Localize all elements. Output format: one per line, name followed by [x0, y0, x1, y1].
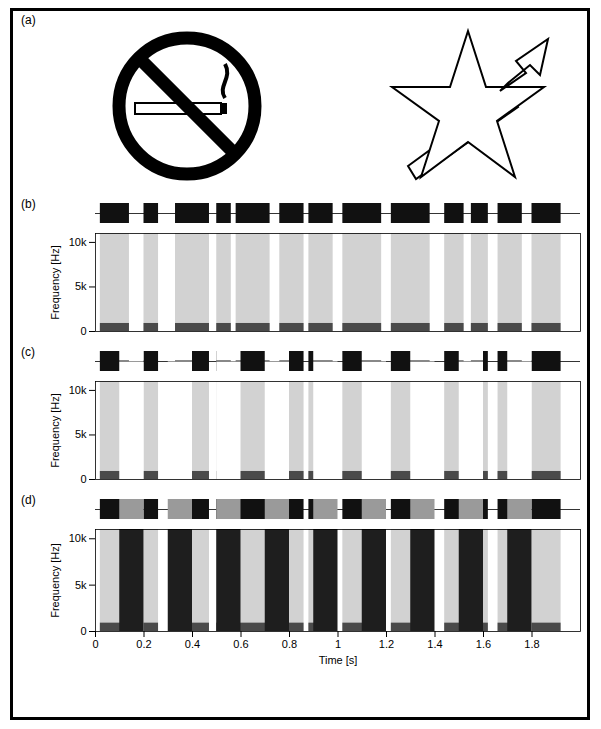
- svg-text:0: 0: [80, 473, 86, 485]
- html-text:(b): (b): [21, 197, 36, 211]
- svg-text:0.6: 0.6: [233, 638, 248, 650]
- svg-text:Frequency [Hz]: Frequency [Hz]: [49, 543, 61, 618]
- svg-text:5k: 5k: [75, 428, 87, 440]
- svg-text:Frequency [Hz]: Frequency [Hz]: [49, 245, 61, 320]
- html-text:(c): (c): [21, 345, 35, 359]
- svg-text:5k: 5k: [75, 280, 87, 292]
- svg-text:10k: 10k: [69, 384, 87, 396]
- svg-text:10k: 10k: [69, 532, 87, 544]
- svg-text:0: 0: [80, 625, 86, 637]
- svg-text:1: 1: [335, 638, 341, 650]
- svg-text:0: 0: [92, 638, 98, 650]
- html-text:(d): (d): [21, 493, 36, 507]
- svg-text:0.2: 0.2: [136, 638, 151, 650]
- svg-text:10k: 10k: [69, 236, 87, 248]
- svg-text:5k: 5k: [75, 579, 87, 591]
- svg-text:1.2: 1.2: [379, 638, 394, 650]
- svg-text:1.8: 1.8: [524, 638, 539, 650]
- svg-text:0.4: 0.4: [185, 638, 200, 650]
- svg-text:Time [s]: Time [s]: [319, 654, 358, 666]
- html-text:(a): (a): [21, 13, 36, 27]
- svg-text:Frequency [Hz]: Frequency [Hz]: [49, 393, 61, 468]
- svg-text:0.8: 0.8: [282, 638, 297, 650]
- svg-text:1.4: 1.4: [427, 638, 442, 650]
- svg-text:0: 0: [80, 325, 86, 337]
- svg-text:1.6: 1.6: [476, 638, 491, 650]
